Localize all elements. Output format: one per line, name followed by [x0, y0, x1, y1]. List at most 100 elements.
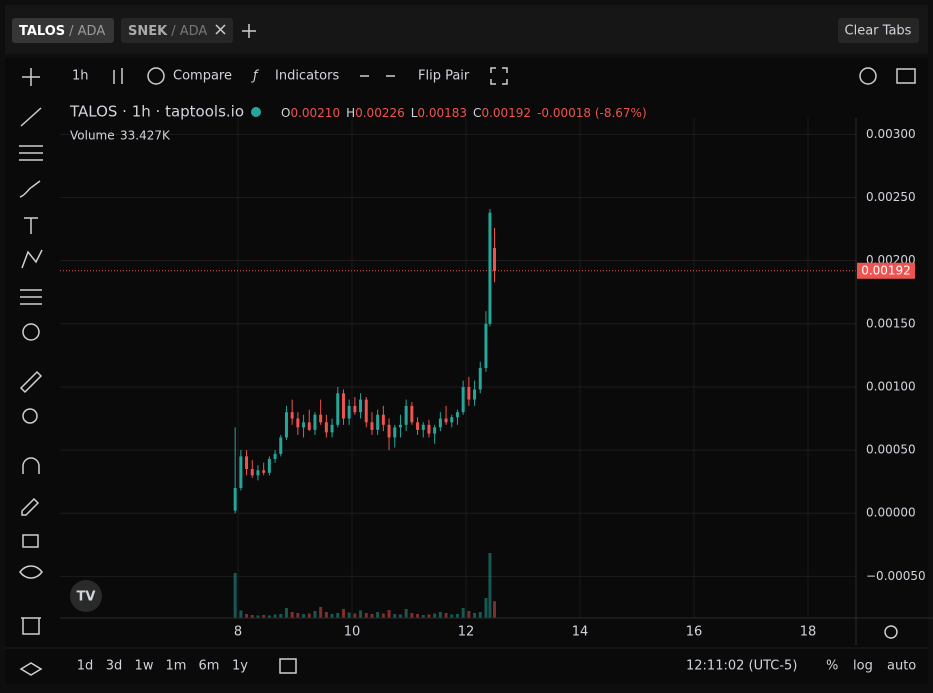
- candle-body: [330, 424, 334, 433]
- line-tool[interactable]: [20, 107, 42, 127]
- candle-body: [279, 437, 283, 454]
- candle-body: [233, 487, 237, 511]
- candle-body: [427, 424, 431, 434]
- candle-body: [267, 458, 271, 473]
- volume-bar: [381, 613, 385, 618]
- tab[interactable]: TALOS / ADA: [19, 24, 105, 39]
- candle-body: [262, 470, 266, 473]
- close-tab[interactable]: [215, 24, 226, 35]
- status-dot: [251, 107, 261, 117]
- chart-type-button[interactable]: [113, 68, 123, 84]
- volume-bar: [410, 613, 414, 618]
- fib-tool[interactable]: [19, 145, 43, 161]
- volume-bar: [387, 610, 391, 618]
- logo-mark[interactable]: TV: [77, 590, 96, 605]
- symbol: TALOS · 1h · taptools.io: [69, 103, 244, 121]
- open: 0.00210: [290, 106, 340, 120]
- l-label: L: [411, 106, 418, 120]
- candle-body: [467, 386, 471, 400]
- candle-body: [478, 368, 482, 390]
- c-label: C: [473, 106, 481, 120]
- date-range[interactable]: [279, 658, 297, 674]
- clear-tabs-button[interactable]: [838, 18, 919, 43]
- crosshair-tool[interactable]: [22, 68, 40, 86]
- x-tick-label: 8: [234, 625, 242, 640]
- tab-inactive[interactable]: [121, 18, 233, 43]
- logo[interactable]: [70, 580, 102, 612]
- high: 0.00226: [355, 106, 405, 120]
- plot: [60, 118, 856, 618]
- top-toolbar: 1h Compare ƒ Indicators Flip Pair: [72, 67, 916, 85]
- y-tick-label: 0.00300: [866, 127, 916, 141]
- volume-bar: [267, 615, 271, 618]
- fx-icon[interactable]: ƒ: [250, 69, 260, 84]
- candle-body: [353, 405, 357, 413]
- delete-tool[interactable]: [21, 617, 41, 635]
- volume-bar: [444, 613, 448, 618]
- clock: 12:11:02 (UTC-5): [686, 659, 797, 674]
- candle-body: [324, 422, 328, 433]
- left-toolbar: [19, 68, 43, 676]
- volume-bar: [359, 610, 363, 618]
- volume-bar: [438, 612, 442, 618]
- compare-icon[interactable]: [147, 67, 165, 85]
- candle-body: [245, 456, 249, 470]
- fullscreen[interactable]: [490, 67, 508, 85]
- volume-bar: [376, 612, 380, 618]
- compare[interactable]: Compare: [173, 69, 232, 84]
- volume-bar: [370, 614, 374, 618]
- percent[interactable]: %: [826, 659, 838, 674]
- interval[interactable]: 1h: [72, 69, 89, 84]
- flip-pair[interactable]: Flip Pair: [418, 69, 470, 84]
- range-button[interactable]: 6m: [199, 659, 220, 674]
- volume-bar: [284, 608, 288, 618]
- brush-tool[interactable]: [19, 180, 41, 198]
- lock-tool[interactable]: [22, 534, 39, 548]
- last-price-label: 0.00192: [861, 263, 911, 277]
- axis-settings[interactable]: [884, 625, 898, 639]
- range-button[interactable]: 1y: [232, 659, 248, 674]
- log[interactable]: log: [853, 659, 873, 674]
- magnet-tool[interactable]: [22, 457, 40, 474]
- candle-body: [455, 412, 459, 418]
- screenshot[interactable]: [896, 68, 916, 84]
- legend: TALOS · 1h · taptools.io O0.00210 H0.0022…: [69, 103, 647, 143]
- range-button[interactable]: 1w: [135, 659, 154, 674]
- y-tick-label: 0.00150: [866, 316, 916, 330]
- volume-bar: [256, 615, 260, 618]
- range-button[interactable]: 1m: [166, 659, 187, 674]
- range-button[interactable]: 3d: [106, 659, 123, 674]
- y-tick-label: 0.00050: [866, 443, 916, 457]
- candle-body: [256, 470, 260, 476]
- layers-tool[interactable]: [19, 662, 43, 676]
- candle-body: [290, 412, 294, 419]
- projection-tool[interactable]: [20, 289, 42, 305]
- volume-bar: [421, 615, 425, 618]
- settings[interactable]: [859, 67, 877, 85]
- candle-body: [473, 389, 477, 400]
- emoji-tool[interactable]: [22, 323, 40, 341]
- candle-body: [438, 418, 442, 428]
- range-button[interactable]: 1d: [77, 659, 94, 674]
- candle-body: [461, 386, 465, 413]
- visibility-tool[interactable]: [19, 565, 43, 579]
- clear-tabs[interactable]: Clear Tabs: [845, 24, 912, 39]
- auto[interactable]: auto: [887, 659, 916, 674]
- volume-bar: [484, 598, 488, 618]
- tab-active[interactable]: [12, 18, 114, 43]
- candle-body: [484, 323, 488, 368]
- text-tool[interactable]: [24, 217, 38, 234]
- volume-bar: [488, 553, 492, 618]
- add-tab[interactable]: [242, 24, 256, 38]
- candle-body: [296, 418, 300, 428]
- volume-bar: [427, 614, 431, 618]
- volume-bar: [307, 613, 311, 618]
- indicators[interactable]: Indicators: [275, 69, 339, 84]
- ruler-tool[interactable]: [19, 370, 43, 394]
- pattern-tool[interactable]: [21, 249, 43, 269]
- tab[interactable]: SNEK / ADA: [128, 24, 207, 39]
- zoom-tool[interactable]: [22, 408, 38, 424]
- lock-draw-tool[interactable]: [21, 497, 40, 516]
- volume-bar: [250, 615, 254, 618]
